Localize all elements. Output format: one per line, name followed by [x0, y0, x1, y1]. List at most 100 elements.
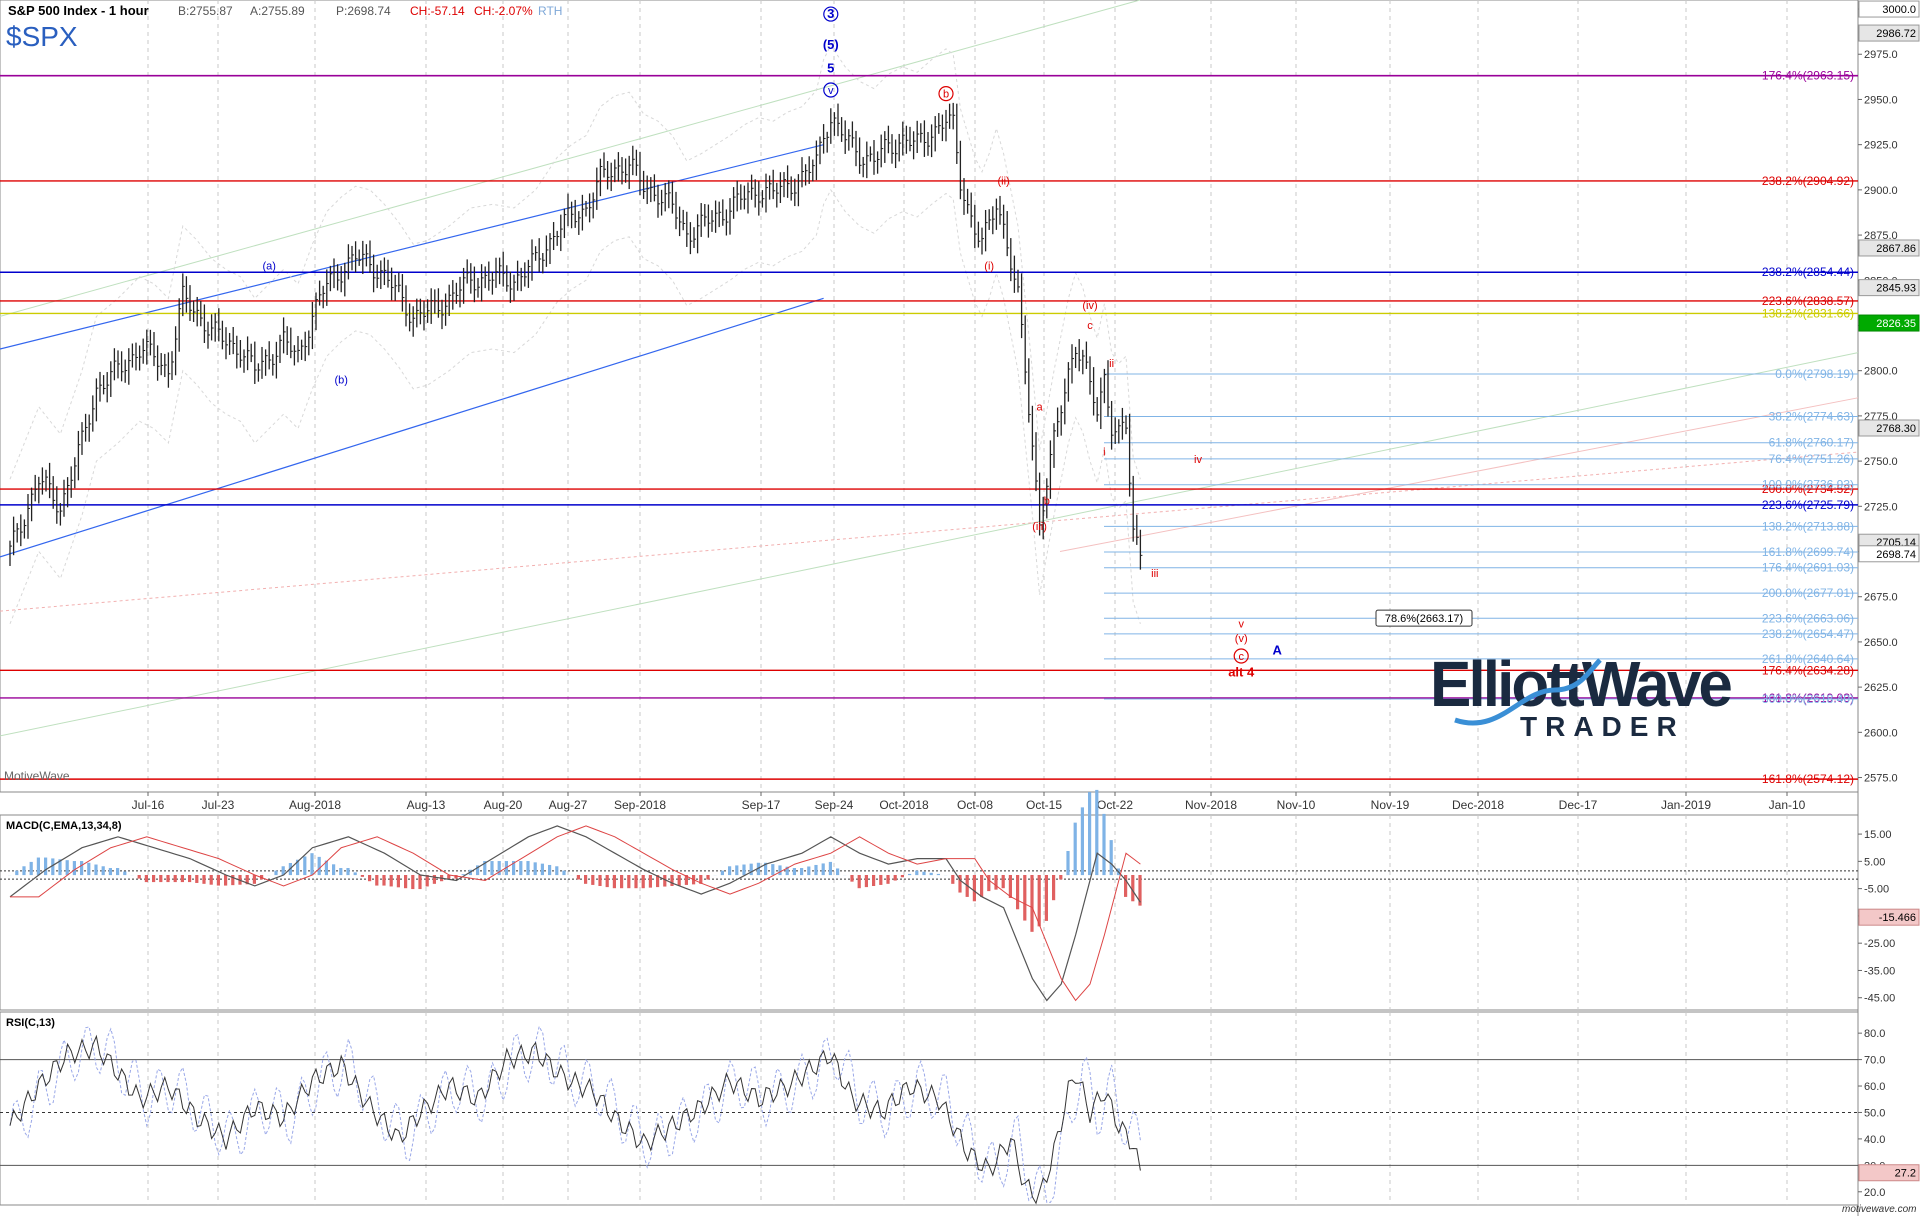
wave-label: alt 4 [1228, 664, 1255, 679]
fib-level-label: 223.6%(2725.79) [1762, 498, 1854, 512]
macd-histogram-bar [253, 875, 256, 884]
macd-histogram-bar [836, 868, 839, 875]
wave-label: ii [1109, 358, 1114, 370]
macd-histogram-bar [195, 875, 198, 883]
macd-histogram-bar [1023, 875, 1026, 921]
macd-histogram-bar [332, 864, 335, 875]
macd-histogram-bar [606, 875, 609, 887]
x-tick-label: Sep-2018 [614, 798, 666, 812]
fib-projection-label: 300.0%(2618.40) [1762, 692, 1854, 706]
macd-y-tick-label: 5.00 [1864, 856, 1885, 868]
macd-histogram-bar [87, 863, 90, 875]
macd-histogram-bar [634, 875, 637, 888]
x-tick-label: Aug-27 [549, 798, 588, 812]
wave-label: c [1087, 320, 1093, 332]
macd-histogram-bar [210, 875, 213, 885]
bid-value: B:2755.87 [178, 4, 233, 18]
wave-label: c [1238, 651, 1244, 663]
macd-histogram-bar [1081, 807, 1084, 875]
fib-projection-label: 138.2%(2713.88) [1762, 519, 1854, 533]
wave-label: (ii) [997, 175, 1009, 187]
macd-histogram-bar [109, 868, 112, 875]
macd-histogram-bar [922, 872, 925, 875]
macd-histogram-bar [1009, 875, 1012, 898]
price-box-label: 2826.35 [1876, 318, 1916, 330]
x-tick-label: Nov-19 [1371, 798, 1410, 812]
macd-histogram-bar [1110, 840, 1113, 875]
macd-histogram-bar [1095, 790, 1098, 875]
macd-histogram-bar [102, 866, 105, 875]
wave-label: (i) [984, 260, 994, 272]
fib-projection-label: 223.6%(2663.06) [1762, 611, 1854, 625]
macd-histogram-bar [145, 875, 148, 882]
macd-histogram-bar [627, 875, 630, 888]
session-label: RTH [538, 4, 562, 18]
fib-projection-label: 261.8%(2640.64) [1762, 652, 1854, 666]
x-tick-label: Oct-22 [1097, 798, 1133, 812]
macd-histogram-bar [22, 866, 25, 875]
macd-histogram-bar [152, 875, 155, 882]
y-tick-label: 2625.0 [1864, 682, 1898, 694]
macd-histogram-bar [930, 873, 933, 875]
macd-histogram-bar [814, 865, 817, 875]
wave-label: 5 [827, 60, 834, 75]
wave-label: A [1273, 643, 1283, 658]
macd-histogram-bar [274, 871, 277, 875]
macd-histogram-bar [44, 858, 47, 876]
macd-histogram-bar [642, 875, 645, 888]
fib-projection-label: 100.0%(2736.93) [1762, 478, 1854, 492]
fib-level-label: 161.8%(2574.12) [1762, 772, 1854, 786]
y-tick-label: 2650.0 [1864, 637, 1898, 649]
x-tick-label: Sep-17 [742, 798, 781, 812]
x-tick-label: Jan-2019 [1661, 798, 1711, 812]
macd-histogram-bar [1038, 875, 1041, 926]
macd-histogram-bar [202, 875, 205, 884]
macd-histogram-bar [368, 875, 371, 881]
macd-histogram-bar [879, 875, 882, 885]
macd-histogram-bar [735, 865, 738, 875]
y-tick-label: 2725.0 [1864, 501, 1898, 513]
macd-histogram-bar [901, 875, 904, 877]
price-box-label: 2698.74 [1876, 549, 1916, 561]
macd-y-tick-label: -35.00 [1864, 965, 1895, 977]
price-box-label: 2845.93 [1876, 283, 1916, 295]
rsi-current-label: 27.2 [1895, 1168, 1916, 1180]
y-tick-label: 2575.0 [1864, 773, 1898, 785]
x-tick-label: Aug-13 [407, 798, 446, 812]
rsi-y-tick-label: 60.0 [1864, 1081, 1885, 1093]
wave-label: iv [1194, 454, 1202, 466]
macd-histogram-bar [318, 857, 321, 875]
macd-histogram-bar [584, 875, 587, 884]
macd-histogram-bar [397, 875, 400, 887]
macd-histogram-bar [858, 875, 861, 888]
macd-histogram-bar [541, 864, 544, 875]
fib-projection-label: 38.2%(2774.63) [1769, 410, 1854, 424]
macd-histogram-bar [519, 861, 522, 875]
x-tick-label: Jul-16 [132, 798, 165, 812]
macd-histogram-bar [894, 875, 897, 881]
macd-histogram-bar [354, 872, 357, 875]
macd-histogram-bar [159, 875, 162, 882]
symbol-label: $SPX [6, 21, 78, 52]
macd-histogram-bar [980, 875, 983, 897]
x-tick-label: Nov-10 [1277, 798, 1316, 812]
macd-histogram-bar [390, 875, 393, 886]
fib-projection-label: 0.0%(2798.19) [1775, 367, 1854, 381]
macd-histogram-bar [778, 865, 781, 875]
macd-histogram-bar [1074, 823, 1077, 875]
x-tick-label: Jan-10 [1769, 798, 1806, 812]
macd-histogram-bar [123, 872, 126, 876]
macd-histogram-bar [771, 864, 774, 875]
macd-y-tick-label: 15.00 [1864, 829, 1892, 841]
wave-label: v [1238, 618, 1244, 630]
wave-label: (a) [262, 260, 275, 272]
x-tick-label: Sep-24 [815, 798, 854, 812]
rsi-y-tick-label: 70.0 [1864, 1055, 1885, 1067]
fib-projection-label: 176.4%(2691.03) [1762, 561, 1854, 575]
wave-label: i [1103, 447, 1105, 459]
macd-histogram-bar [1030, 875, 1033, 932]
macd-histogram-bar [534, 862, 537, 875]
price-box-label: 2867.86 [1876, 243, 1916, 255]
wave-label: (5) [823, 37, 839, 52]
